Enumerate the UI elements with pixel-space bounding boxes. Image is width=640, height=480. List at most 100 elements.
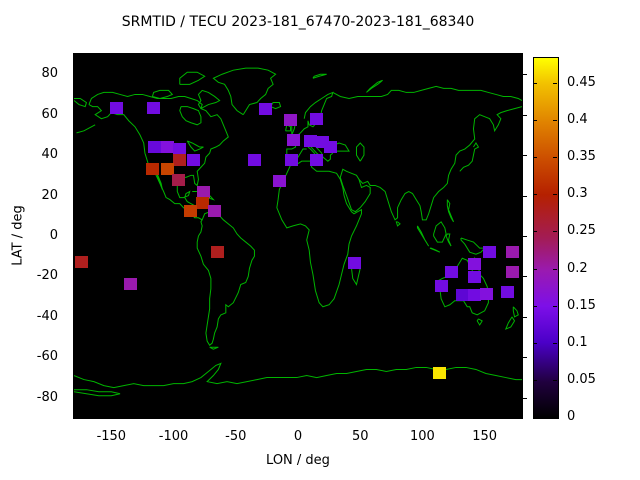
coastline-path [313, 74, 327, 78]
coastline-path [74, 363, 522, 387]
x-tick-label: -100 [158, 429, 189, 444]
colorbar-tick-label: 0.15 [567, 297, 596, 313]
data-point-marker [500, 285, 514, 298]
colorbar-tick-mark [533, 417, 537, 418]
colorbar-tick-mark [553, 194, 557, 196]
right-axis-tick [522, 74, 527, 76]
data-point-marker [173, 154, 187, 167]
colorbar-tick-label: 0.4 [567, 112, 588, 128]
data-point-marker [310, 154, 324, 167]
colorbar-tick-mark [553, 268, 557, 270]
right-axis-tick [522, 357, 527, 359]
data-point-marker [506, 266, 520, 279]
y-tick-label: 0 [49, 228, 58, 243]
data-point-marker [303, 134, 317, 147]
colorbar-tick-mark [533, 231, 537, 233]
colorbar-tick-mark [553, 305, 557, 307]
coastline-path [396, 222, 400, 226]
coastline-path [76, 125, 95, 133]
world-coastline-svg [74, 54, 522, 418]
coastline-path [180, 107, 201, 125]
right-axis-tick [522, 195, 527, 197]
right-axis-tick [522, 397, 527, 399]
coastline-path [340, 169, 370, 211]
data-point-marker [310, 112, 324, 125]
colorbar-tick-mark [533, 268, 537, 270]
colorbar-tick-mark [553, 157, 557, 159]
x-tick-label: 50 [351, 429, 369, 444]
data-point-marker [196, 185, 210, 198]
right-axis-tick [522, 316, 527, 318]
x-tick-label: 100 [410, 429, 435, 444]
chart-title: SRMTID / TECU 2023-181_67470-2023-181_68… [121, 14, 475, 30]
data-point-marker [506, 246, 520, 259]
data-point-marker [145, 163, 159, 176]
data-point-marker [147, 101, 161, 114]
data-point-marker [480, 287, 494, 300]
coastline-path [89, 105, 202, 220]
data-point-marker [468, 258, 482, 271]
coastline-path [447, 200, 453, 222]
coastline-path [271, 103, 281, 109]
colorbar-tick-label: 0 [567, 409, 576, 424]
colorbar-tick-mark [553, 417, 557, 418]
colorbar-tick-mark [533, 82, 537, 84]
data-point-marker [456, 288, 470, 301]
data-point-marker [284, 113, 298, 126]
data-point-marker [160, 141, 174, 154]
data-point-marker [273, 175, 287, 188]
data-point-marker [172, 174, 186, 187]
colorbar-tick-mark [533, 305, 537, 307]
coastline-path [434, 222, 446, 242]
x-tick-label: 150 [472, 429, 498, 444]
data-point-marker [434, 279, 448, 292]
coastline-path [74, 390, 120, 396]
coastline-path [439, 258, 489, 315]
colorbar-tick-label: 0.45 [567, 74, 596, 90]
coastline-path [461, 238, 485, 254]
coastline-path [513, 307, 518, 317]
coastline-path [286, 125, 291, 131]
y-tick-label: 60 [41, 106, 58, 122]
data-point-marker [347, 257, 361, 270]
colorbar-tick-mark [553, 120, 557, 122]
colorbar-tick-label: 0.2 [567, 260, 588, 276]
colorbar-tick-label: 0.1 [567, 334, 588, 350]
data-point-marker [259, 102, 273, 115]
coastline-path [359, 107, 522, 220]
data-point-marker [211, 246, 225, 259]
colorbar-tick-mark [553, 379, 557, 381]
data-point-marker [468, 288, 482, 301]
colorbar-tick-label: 0.35 [567, 149, 596, 165]
colorbar-tick-label: 0.05 [567, 371, 596, 387]
coastline-path [506, 317, 515, 329]
colorbar-tick-mark [533, 157, 537, 159]
colorbar-tick-mark [553, 82, 557, 84]
coastline-path [198, 90, 219, 108]
data-point-marker [483, 246, 497, 259]
x-axis-label: LON / deg [266, 453, 330, 468]
data-point-marker [195, 196, 209, 209]
data-point-marker [123, 277, 137, 290]
coastline-path [314, 145, 333, 161]
data-point-marker [468, 271, 482, 284]
data-point-marker [160, 163, 174, 176]
data-point-marker [74, 256, 88, 269]
right-axis-tick [522, 236, 527, 237]
colorbar-tick-mark [553, 342, 557, 344]
data-point-marker [433, 366, 447, 379]
right-axis-tick [522, 155, 527, 157]
right-axis-tick [522, 276, 527, 278]
coastline-path [417, 226, 428, 246]
x-tick-label: 0 [293, 429, 303, 444]
data-point-marker [323, 141, 337, 154]
coastline-path [210, 347, 219, 349]
colorbar-tick-mark [533, 379, 537, 381]
x-tick-label: -50 [225, 429, 247, 444]
colorbar-tick-mark [533, 194, 537, 196]
coastline-path [366, 80, 382, 92]
coastline-path [333, 86, 522, 100]
data-point-marker [445, 266, 459, 279]
coastline-path [74, 98, 86, 106]
